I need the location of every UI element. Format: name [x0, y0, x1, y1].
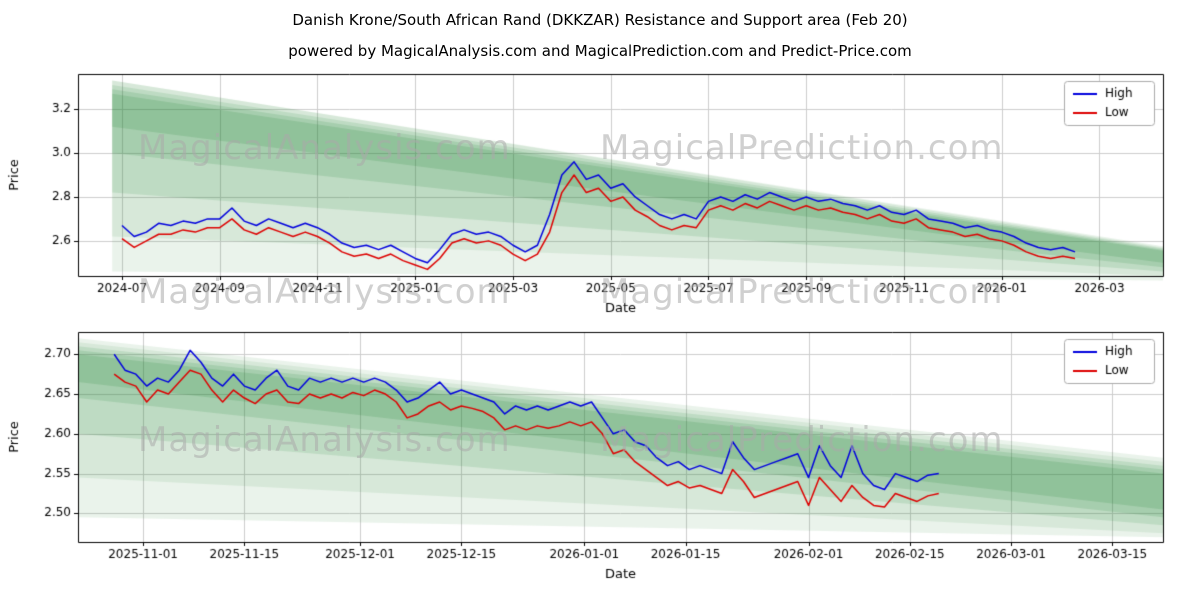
bottom-zoom-chart-canvas: [0, 322, 1200, 600]
figure-subtitle: powered by MagicalAnalysis.com and Magic…: [288, 42, 912, 60]
figure-header: Danish Krone/South African Rand (DKKZAR)…: [0, 0, 1200, 60]
figure-title: Danish Krone/South African Rand (DKKZAR)…: [292, 11, 908, 29]
top-price-chart-canvas: [0, 66, 1200, 322]
